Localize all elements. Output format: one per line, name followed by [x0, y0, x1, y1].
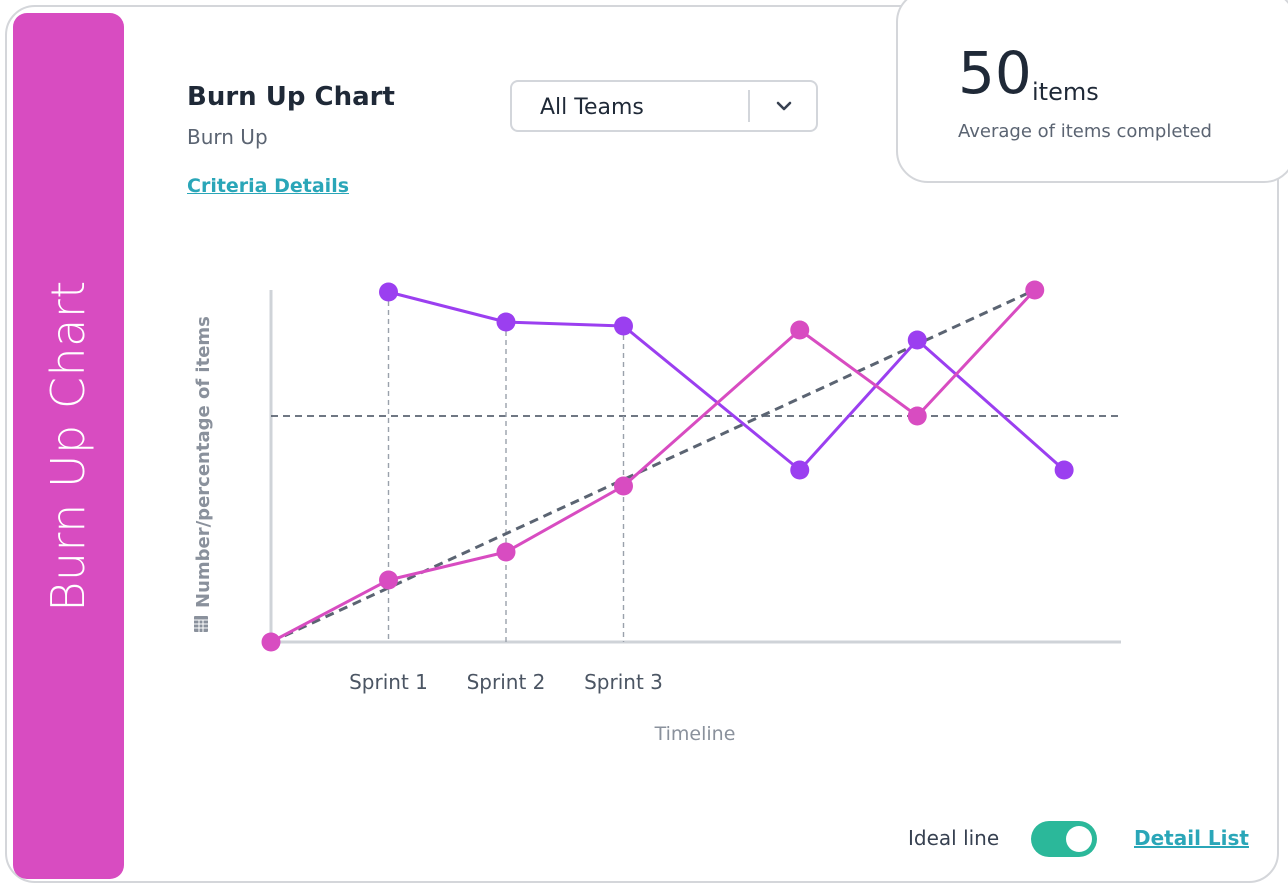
data-point	[261, 632, 281, 652]
data-point	[907, 406, 927, 426]
side-band	[13, 13, 124, 879]
table-icon	[194, 616, 208, 632]
toggle-knob	[1066, 826, 1092, 852]
y-axis-title: Number/percentage of items	[193, 316, 214, 608]
dropdown-divider	[748, 90, 750, 122]
data-point	[907, 330, 927, 350]
team-filter-dropdown[interactable]: All Teams	[510, 80, 818, 132]
ideal-line-toggle[interactable]	[1031, 821, 1097, 857]
detail-list-link[interactable]: Detail List	[1134, 826, 1249, 850]
data-point	[614, 316, 633, 336]
x-tick-label: Sprint 1	[349, 670, 428, 694]
data-point	[496, 542, 516, 562]
x-tick-label: Sprint 2	[467, 670, 546, 694]
ideal-line-label: Ideal line	[908, 826, 1000, 850]
page-subtitle: Burn Up	[187, 125, 268, 149]
data-point	[790, 320, 810, 340]
page-title: Burn Up Chart	[187, 82, 395, 112]
team-filter-value: All Teams	[540, 95, 644, 120]
x-tick-label: Sprint 3	[584, 670, 663, 694]
data-point	[379, 570, 398, 590]
data-point	[1054, 460, 1074, 480]
criteria-details-link[interactable]: Criteria Details	[187, 175, 350, 197]
data-point	[496, 312, 516, 332]
data-point	[1025, 280, 1045, 300]
series-line-1	[388, 290, 1066, 472]
data-point	[614, 476, 633, 496]
stat-value: 50	[958, 39, 1032, 107]
chevron-down-icon[interactable]	[774, 96, 794, 116]
stat-card	[896, 0, 1288, 183]
data-point	[379, 282, 398, 302]
stat-unit: items	[1032, 78, 1099, 106]
stat-label: Average of items completed	[958, 121, 1212, 142]
x-axis-title: Timeline	[654, 723, 736, 745]
data-point	[790, 460, 810, 480]
ideal-line	[270, 288, 1036, 644]
